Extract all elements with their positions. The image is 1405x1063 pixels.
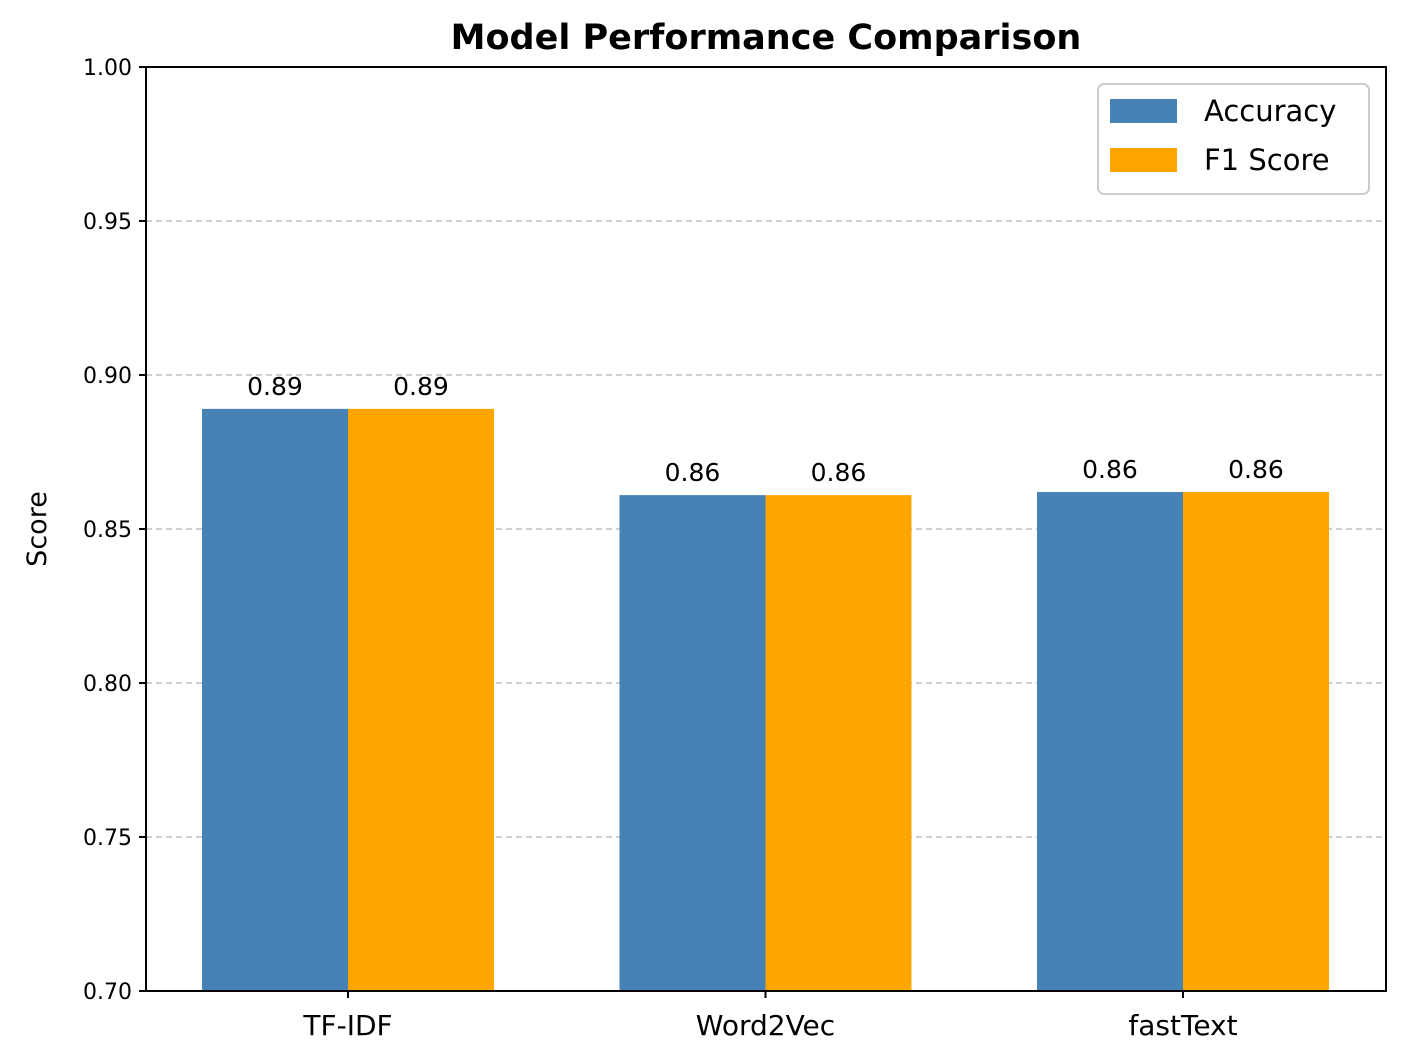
y-tick-label: 0.90 bbox=[83, 364, 132, 389]
data-labels: 0.89 0.89 0.86 0.86 0.86 0.86 bbox=[247, 372, 1284, 487]
y-tick-label: 0.85 bbox=[83, 518, 132, 543]
y-tick-label: 0.95 bbox=[83, 210, 132, 235]
legend-swatch-accuracy bbox=[1110, 99, 1177, 123]
data-label: 0.86 bbox=[1228, 455, 1284, 484]
y-tick-label: 1.00 bbox=[83, 56, 132, 81]
bar-f1-score-fasttext bbox=[1183, 492, 1329, 991]
legend-swatch-f1-score bbox=[1110, 148, 1177, 172]
bar-f1-score-word2vec bbox=[765, 495, 912, 991]
data-label: 0.86 bbox=[1082, 455, 1138, 484]
chart-title: Model Performance Comparison bbox=[451, 18, 1082, 58]
x-tick-label: fastText bbox=[1128, 1009, 1237, 1042]
bar-f1-score-tf-idf bbox=[348, 408, 494, 991]
x-axis-ticks: TF-IDF Word2Vec fastText bbox=[302, 991, 1238, 1042]
y-axis-label: Score bbox=[22, 491, 53, 567]
legend: Accuracy F1 Score bbox=[1097, 83, 1370, 195]
x-tick-label: TF-IDF bbox=[302, 1009, 392, 1042]
data-label: 0.89 bbox=[247, 372, 303, 401]
y-axis-ticks: 0.70 0.75 0.80 0.85 0.90 0.95 1.00 bbox=[83, 56, 146, 1005]
bars bbox=[202, 408, 1329, 991]
bar-accuracy-word2vec bbox=[619, 495, 766, 991]
bar-accuracy-tf-idf bbox=[202, 408, 348, 991]
y-tick-label: 0.70 bbox=[83, 980, 132, 1005]
y-tick-label: 0.80 bbox=[83, 672, 132, 697]
y-tick-label: 0.75 bbox=[83, 826, 132, 851]
legend-label-accuracy: Accuracy bbox=[1204, 94, 1336, 128]
legend-label-f1-score: F1 Score bbox=[1204, 143, 1330, 177]
data-label: 0.86 bbox=[665, 458, 721, 487]
x-tick-label: Word2Vec bbox=[696, 1009, 835, 1042]
bar-accuracy-fasttext bbox=[1037, 492, 1183, 991]
data-label: 0.89 bbox=[393, 372, 449, 401]
data-label: 0.86 bbox=[811, 458, 867, 487]
